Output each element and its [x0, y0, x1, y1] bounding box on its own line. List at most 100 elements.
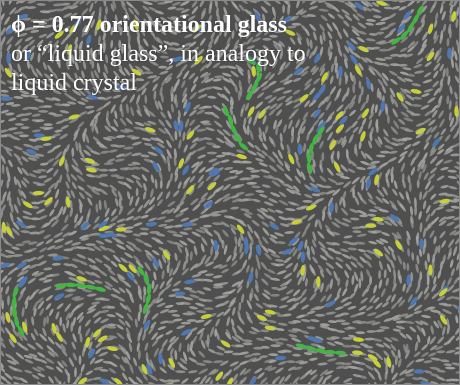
grey-particle	[379, 26, 390, 31]
grey-particle	[16, 51, 20, 62]
grey-particle	[12, 328, 19, 337]
grey-particle	[62, 205, 67, 215]
grey-particle	[190, 198, 199, 206]
grey-particle	[165, 191, 171, 200]
grey-particle	[99, 309, 110, 314]
grey-particle	[403, 78, 414, 82]
grey-particle	[98, 45, 102, 56]
grey-particle	[52, 71, 59, 80]
yellow-particle	[207, 181, 217, 191]
grey-particle	[137, 69, 145, 75]
grey-particle	[177, 181, 182, 190]
grey-particle	[126, 1, 134, 8]
grey-particle	[134, 65, 144, 73]
grey-particle	[35, 342, 44, 350]
grey-particle	[112, 81, 121, 86]
grey-particle	[455, 18, 459, 29]
grey-particle	[453, 276, 459, 285]
grey-particle	[29, 45, 36, 53]
grey-particle	[320, 378, 327, 384]
grey-particle	[131, 141, 142, 146]
green-particle	[146, 283, 152, 295]
grey-particle	[143, 18, 150, 28]
grey-particle	[260, 6, 268, 14]
grey-particle	[242, 342, 253, 346]
grey-particle	[126, 333, 132, 343]
grey-particle	[13, 204, 19, 214]
grey-particle	[159, 86, 163, 96]
yellow-particle	[374, 174, 380, 186]
grey-particle	[116, 176, 125, 180]
grey-particle	[167, 364, 175, 371]
grey-particle	[64, 303, 72, 312]
grey-particle	[136, 94, 141, 105]
grey-particle	[436, 175, 445, 181]
grey-particle	[302, 271, 306, 282]
grey-particle	[59, 316, 63, 327]
grey-particle	[71, 258, 81, 263]
grey-particle	[392, 188, 398, 196]
grey-particle	[20, 345, 29, 351]
grey-particle	[2, 191, 7, 200]
grey-particle	[71, 157, 79, 167]
grey-particle	[347, 326, 357, 330]
grey-particle	[224, 166, 234, 171]
grey-particle	[356, 36, 365, 43]
blue-particle	[366, 178, 372, 190]
grey-particle	[287, 45, 291, 56]
grey-particle	[80, 237, 90, 241]
grey-particle	[313, 31, 317, 41]
grey-particle	[143, 142, 153, 147]
blue-particle	[389, 214, 400, 222]
grey-particle	[406, 360, 415, 368]
grey-particle	[135, 376, 144, 384]
grey-particle	[86, 308, 96, 314]
grey-particle	[389, 28, 397, 35]
grey-particle	[403, 53, 414, 58]
grey-particle	[319, 67, 325, 77]
grey-particle	[91, 301, 101, 305]
grey-particle	[347, 247, 358, 251]
grey-particle	[411, 83, 422, 87]
grey-particle	[357, 321, 367, 325]
grey-particle	[351, 275, 355, 286]
grey-particle	[55, 324, 60, 333]
grey-particle	[30, 52, 35, 62]
grey-particle	[95, 341, 103, 349]
grey-particle	[278, 304, 288, 309]
grey-particle	[244, 9, 252, 15]
grey-particle	[45, 32, 55, 39]
grey-particle	[27, 157, 38, 161]
grey-particle	[149, 298, 156, 308]
grey-particle	[87, 197, 93, 206]
grey-particle	[368, 240, 378, 245]
grey-particle	[300, 70, 309, 77]
grey-particle	[198, 166, 206, 174]
blue-particle	[447, 47, 452, 59]
grey-particle	[77, 372, 83, 381]
grey-particle	[263, 201, 274, 206]
grey-particle	[279, 223, 290, 228]
grey-particle	[115, 144, 126, 148]
grey-particle	[433, 235, 437, 245]
grey-particle	[127, 207, 135, 216]
grey-particle	[306, 349, 318, 354]
grey-particle	[356, 166, 366, 171]
grey-particle	[78, 315, 85, 323]
grey-particle	[220, 159, 230, 163]
grey-particle	[243, 117, 247, 126]
yellow-particle	[352, 350, 364, 355]
blue-particle	[419, 238, 424, 250]
grey-particle	[133, 357, 138, 367]
grey-particle	[375, 40, 386, 45]
grey-particle	[251, 219, 260, 227]
grey-particle	[149, 29, 155, 38]
grey-particle	[231, 352, 242, 356]
grey-particle	[439, 230, 446, 239]
grey-particle	[221, 193, 231, 200]
grey-particle	[258, 322, 270, 326]
grey-particle	[204, 255, 211, 265]
grey-particle	[296, 168, 302, 178]
grey-particle	[416, 1, 423, 4]
grey-particle	[213, 264, 223, 269]
